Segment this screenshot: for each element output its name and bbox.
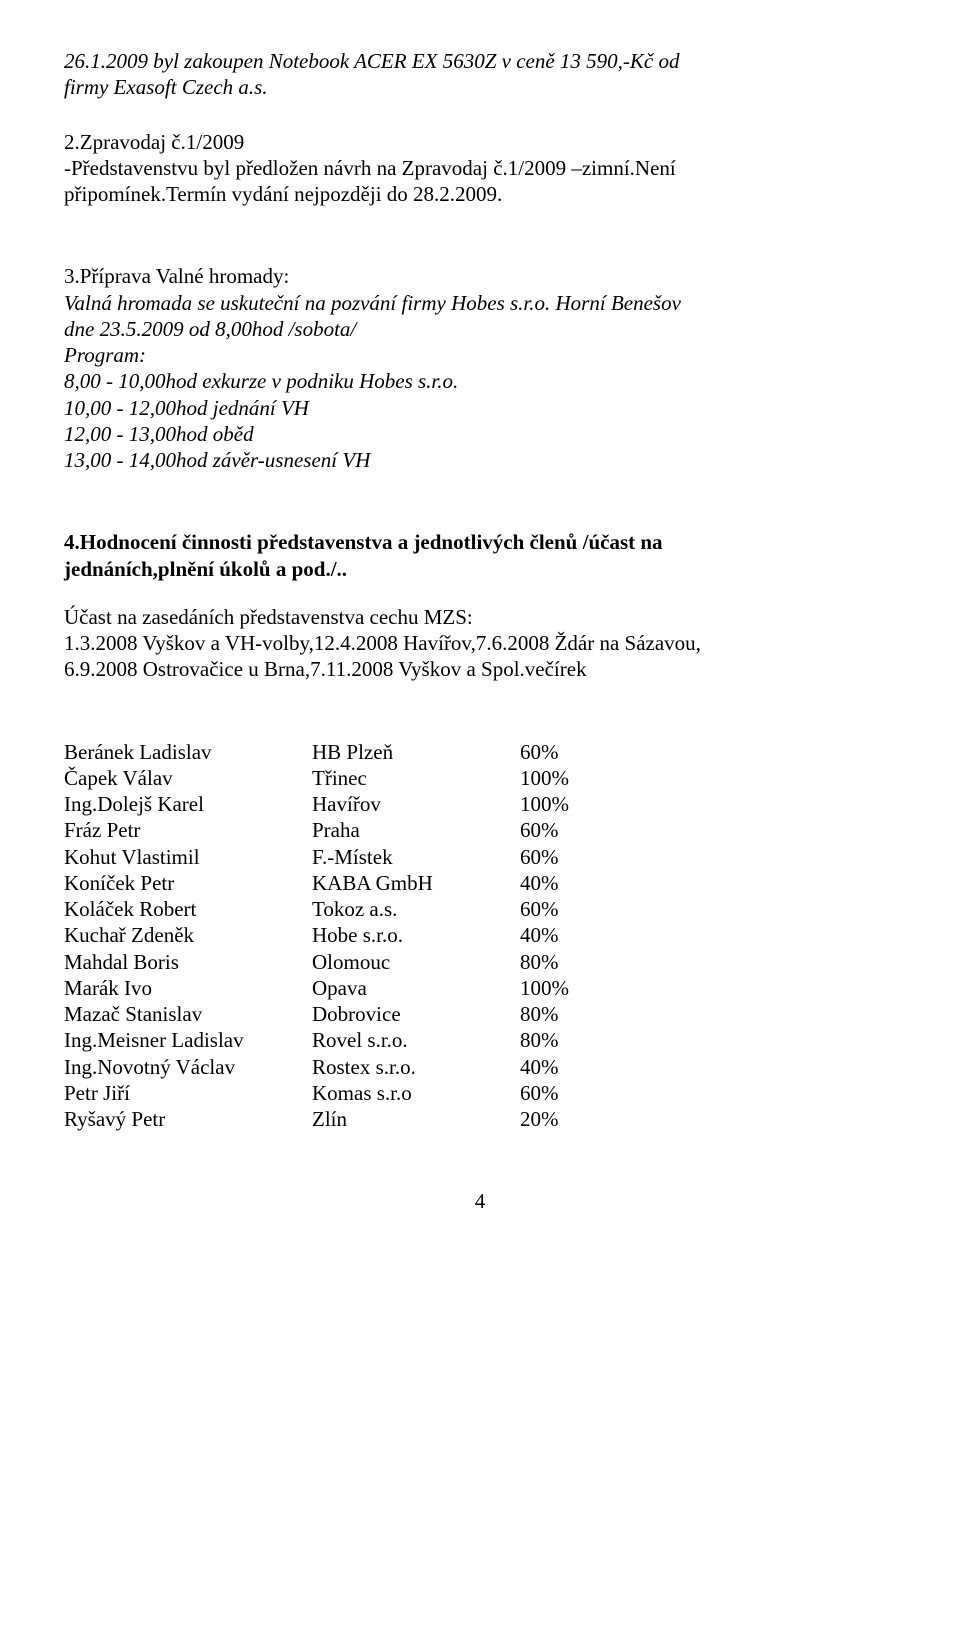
member-name: Mahdal Boris bbox=[64, 949, 312, 975]
member-percent: 40% bbox=[520, 1054, 618, 1080]
member-percent: 40% bbox=[520, 922, 618, 948]
member-name: Ryšavý Petr bbox=[64, 1106, 312, 1132]
member-name: Fráz Petr bbox=[64, 817, 312, 843]
member-location: Třinec bbox=[312, 765, 520, 791]
member-location: Komas s.r.o bbox=[312, 1080, 520, 1106]
member-location: Havířov bbox=[312, 791, 520, 817]
member-location: Olomouc bbox=[312, 949, 520, 975]
table-row: Koníček PetrKABA GmbH40% bbox=[64, 870, 618, 896]
p3-line3: Program: bbox=[64, 342, 896, 368]
member-name: Koníček Petr bbox=[64, 870, 312, 896]
member-name: Čapek Válav bbox=[64, 765, 312, 791]
table-row: Ing.Meisner LadislavRovel s.r.o.80% bbox=[64, 1027, 618, 1053]
member-location: Hobe s.r.o. bbox=[312, 922, 520, 948]
member-name: Kohut Vlastimil bbox=[64, 844, 312, 870]
table-row: Ing.Novotný VáclavRostex s.r.o.40% bbox=[64, 1054, 618, 1080]
member-location: F.-Místek bbox=[312, 844, 520, 870]
page-number: 4 bbox=[64, 1188, 896, 1214]
member-name: Petr Jiří bbox=[64, 1080, 312, 1106]
p1-line1: 26.1.2009 byl zakoupen Notebook ACER EX … bbox=[64, 48, 896, 74]
member-percent: 60% bbox=[520, 817, 618, 843]
member-percent: 100% bbox=[520, 975, 618, 1001]
member-location: Tokoz a.s. bbox=[312, 896, 520, 922]
member-name: Mazač Stanislav bbox=[64, 1001, 312, 1027]
member-name: Kuchař Zdeněk bbox=[64, 922, 312, 948]
p3-line7: 13,00 - 14,00hod závěr-usnesení VH bbox=[64, 447, 896, 473]
member-name: Ing.Meisner Ladislav bbox=[64, 1027, 312, 1053]
member-percent: 60% bbox=[520, 1080, 618, 1106]
p3-line2: dne 23.5.2009 od 8,00hod /sobota/ bbox=[64, 316, 896, 342]
member-percent: 80% bbox=[520, 949, 618, 975]
member-location: Rostex s.r.o. bbox=[312, 1054, 520, 1080]
p1-line2: firmy Exasoft Czech a.s. bbox=[64, 74, 896, 100]
member-name: Ing.Novotný Václav bbox=[64, 1054, 312, 1080]
p4-line1: Účast na zasedáních představenstva cechu… bbox=[64, 604, 896, 630]
members-table: Beránek LadislavHB Plzeň60%Čapek VálavTř… bbox=[64, 739, 618, 1133]
p3-line4: 8,00 - 10,00hod exkurze v podniku Hobes … bbox=[64, 368, 896, 394]
member-percent: 20% bbox=[520, 1106, 618, 1132]
section-2-heading: 2.Zpravodaj č.1/2009 bbox=[64, 129, 896, 155]
member-location: Zlín bbox=[312, 1106, 520, 1132]
table-row: Ing.Dolejš KarelHavířov100% bbox=[64, 791, 618, 817]
table-row: Čapek VálavTřinec100% bbox=[64, 765, 618, 791]
table-row: Beránek LadislavHB Plzeň60% bbox=[64, 739, 618, 765]
table-row: Marák IvoOpava100% bbox=[64, 975, 618, 1001]
member-percent: 60% bbox=[520, 844, 618, 870]
p2-line1: -Představenstvu byl předložen návrh na Z… bbox=[64, 155, 896, 181]
section-3-heading: 3.Příprava Valné hromady: bbox=[64, 263, 896, 289]
p2-line2: připomínek.Termín vydání nejpozději do 2… bbox=[64, 181, 896, 207]
section-4-heading-l1: 4.Hodnocení činnosti představenstva a je… bbox=[64, 529, 896, 555]
member-percent: 80% bbox=[520, 1001, 618, 1027]
member-location: Rovel s.r.o. bbox=[312, 1027, 520, 1053]
member-location: Dobrovice bbox=[312, 1001, 520, 1027]
member-location: HB Plzeň bbox=[312, 739, 520, 765]
p4-line2: 1.3.2008 Vyškov a VH-volby,12.4.2008 Hav… bbox=[64, 630, 896, 656]
table-row: Petr JiříKomas s.r.o60% bbox=[64, 1080, 618, 1106]
p4-line3: 6.9.2008 Ostrovačice u Brna,7.11.2008 Vy… bbox=[64, 656, 896, 682]
member-name: Beránek Ladislav bbox=[64, 739, 312, 765]
table-row: Fráz PetrPraha60% bbox=[64, 817, 618, 843]
member-percent: 80% bbox=[520, 1027, 618, 1053]
table-row: Ryšavý PetrZlín20% bbox=[64, 1106, 618, 1132]
member-name: Marák Ivo bbox=[64, 975, 312, 1001]
p3-line5: 10,00 - 12,00hod jednání VH bbox=[64, 395, 896, 421]
section-4-heading-l2: jednáních,plnění úkolů a pod./.. bbox=[64, 556, 896, 582]
table-row: Kohut VlastimilF.-Místek60% bbox=[64, 844, 618, 870]
p3-line1: Valná hromada se uskuteční na pozvání fi… bbox=[64, 290, 896, 316]
member-location: KABA GmbH bbox=[312, 870, 520, 896]
member-percent: 100% bbox=[520, 791, 618, 817]
member-name: Ing.Dolejš Karel bbox=[64, 791, 312, 817]
table-row: Kuchař ZdeněkHobe s.r.o.40% bbox=[64, 922, 618, 948]
table-row: Mahdal BorisOlomouc80% bbox=[64, 949, 618, 975]
member-location: Praha bbox=[312, 817, 520, 843]
member-percent: 40% bbox=[520, 870, 618, 896]
member-percent: 100% bbox=[520, 765, 618, 791]
member-percent: 60% bbox=[520, 896, 618, 922]
member-name: Koláček Robert bbox=[64, 896, 312, 922]
table-row: Mazač StanislavDobrovice80% bbox=[64, 1001, 618, 1027]
member-location: Opava bbox=[312, 975, 520, 1001]
p3-line6: 12,00 - 13,00hod oběd bbox=[64, 421, 896, 447]
table-row: Koláček RobertTokoz a.s.60% bbox=[64, 896, 618, 922]
member-percent: 60% bbox=[520, 739, 618, 765]
